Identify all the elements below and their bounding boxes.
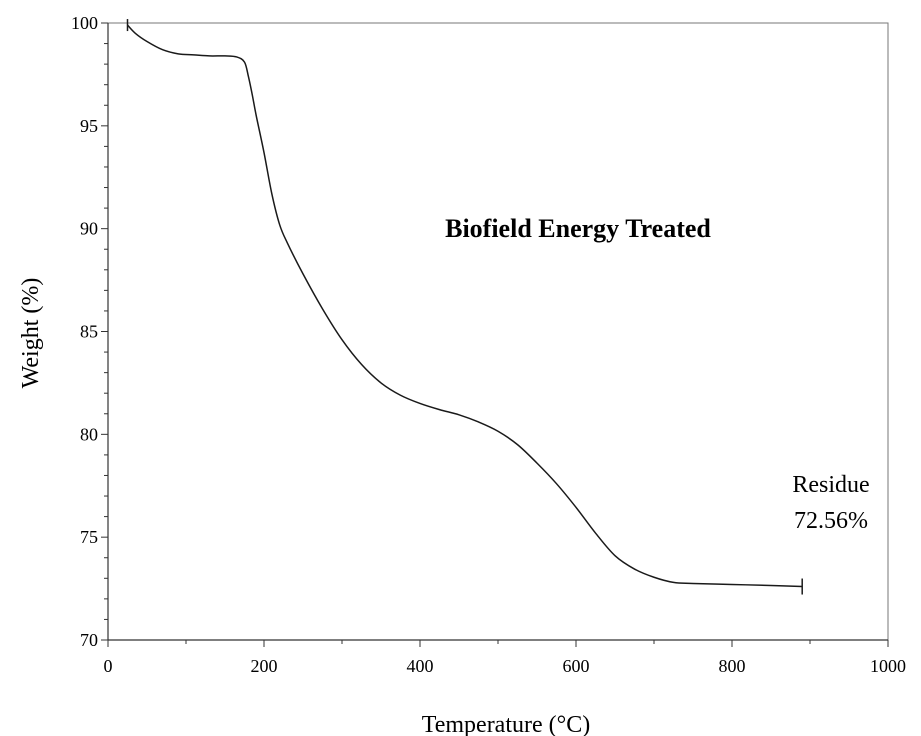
tick-marks [101,22,889,647]
y-tick-label: 100 [71,13,98,33]
y-tick-label: 95 [80,116,98,136]
residue-value: 72.56% [794,508,868,534]
x-tick-label: 1000 [870,656,906,676]
x-tick-label: 600 [563,656,590,676]
residue-label: Residue [792,472,869,498]
weight-loss-curve [126,24,803,588]
x-tick-label: 0 [104,656,113,676]
y-tick-label: 80 [80,424,98,444]
y-axis-title: Weight (%) [18,278,44,389]
y-tick-label: 75 [80,527,98,547]
x-tick-label: 200 [251,656,278,676]
plot-area-frame [107,22,889,641]
sample-label-annotation: Biofield Energy Treated [445,214,711,243]
x-tick-label: 400 [407,656,434,676]
endpoint-markers [126,19,803,595]
y-tick-label: 70 [80,630,98,650]
y-tick-label: 85 [80,322,98,342]
x-axis-title: Temperature (°C) [422,712,591,736]
y-tick-label: 90 [80,219,98,239]
x-axis-tick-labels: 0 200 400 600 800 1000 [104,656,907,676]
plot-border [107,22,889,641]
x-tick-label: 800 [719,656,746,676]
y-axis-tick-labels: 70 75 80 85 90 95 100 [71,13,98,650]
